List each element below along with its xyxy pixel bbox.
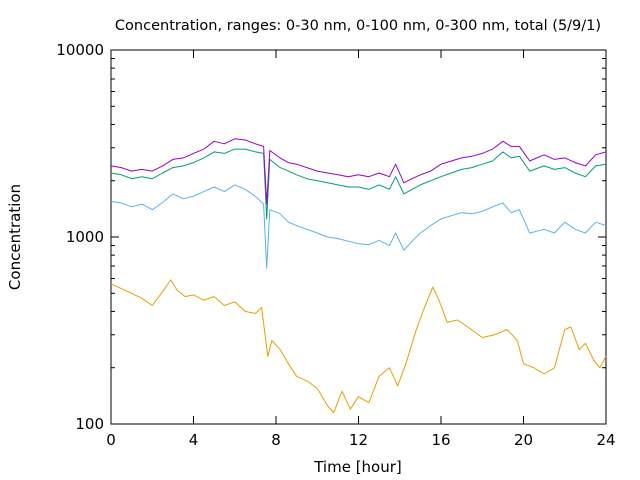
x-tick-label: 4 <box>189 431 199 449</box>
y-tick-label: 1000 <box>66 228 104 246</box>
x-tick-label: 16 <box>431 431 450 449</box>
x-tick-label: 20 <box>514 431 533 449</box>
x-tick-label: 12 <box>349 431 368 449</box>
x-tick-label: 8 <box>271 431 281 449</box>
x-axis-ticks: 0 4 8 12 16 20 24 <box>106 50 616 449</box>
y-axis-ticks: 100 1000 10000 <box>56 41 606 433</box>
series-line-4 <box>110 138 607 205</box>
series-line-1 <box>110 279 607 414</box>
chart-title: Concentration, ranges: 0-30 nm, 0-100 nm… <box>115 18 601 34</box>
x-tick-label: 24 <box>596 431 615 449</box>
y-tick-label: 10000 <box>56 41 104 59</box>
y-axis-label: Concentration <box>6 184 24 290</box>
plot-frame <box>110 49 607 425</box>
series-line-3 <box>110 148 607 220</box>
series-line-2 <box>110 184 607 269</box>
series-group <box>110 138 607 414</box>
x-tick-label: 0 <box>106 431 116 449</box>
y-tick-label: 100 <box>75 415 104 433</box>
x-axis-label: Time [hour] <box>313 458 402 476</box>
